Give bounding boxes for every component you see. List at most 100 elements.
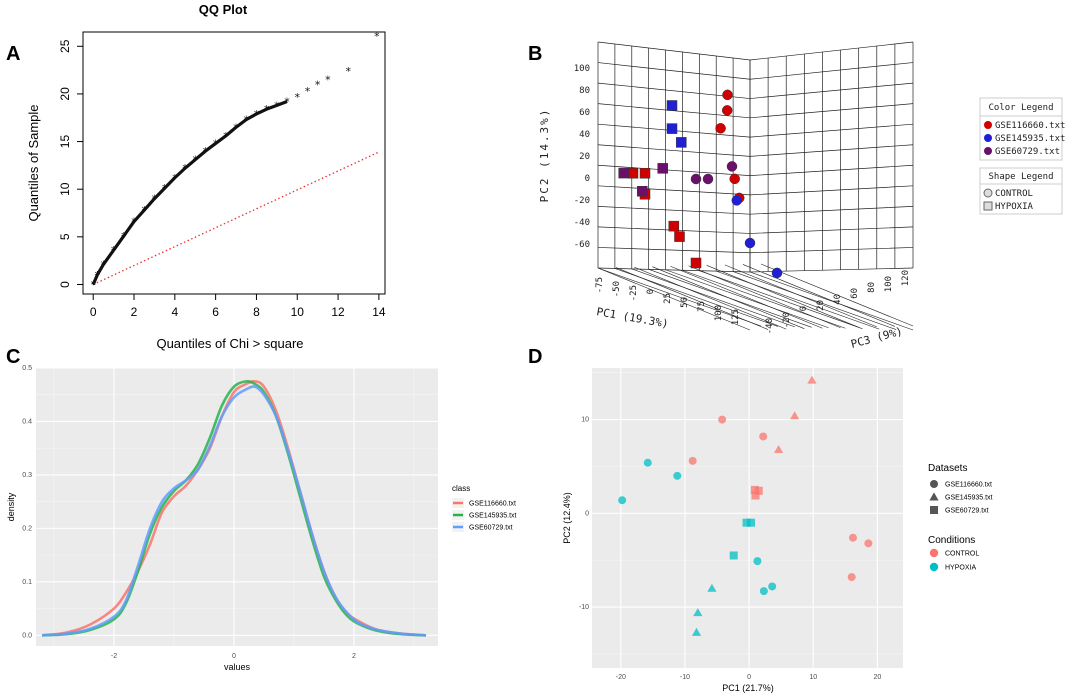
pca3d-y-tick-label: 40 xyxy=(579,130,590,140)
condition-legend-label: HYPOXIA xyxy=(945,565,976,572)
pca3d-point-hypoxia xyxy=(627,168,639,179)
pca3d-x-tick-label: -50 xyxy=(612,281,622,297)
pca3d-z-tick-label: -40 xyxy=(765,318,775,334)
pca2d-x-tick-label: 20 xyxy=(873,674,881,681)
pca2d-point xyxy=(753,557,762,566)
density-x-tick-label: -2 xyxy=(111,653,117,660)
pca2d-x-tick-label: 10 xyxy=(809,674,817,681)
pca3d-grid-line xyxy=(749,271,914,331)
pca3d-x-tick-label: 125 xyxy=(731,309,741,325)
qq-sample-point: * xyxy=(152,193,158,206)
pca3d-grid-line xyxy=(597,41,914,61)
dataset-legend-label: GSE116660.txt xyxy=(945,482,992,489)
qq-x-tick-label: 8 xyxy=(253,305,260,319)
qq-sample-point: * xyxy=(192,154,198,167)
density-y-tick-label: 0.0 xyxy=(22,632,32,639)
density-y-tick-label: 0.1 xyxy=(22,579,32,586)
qq-x-tick-label: 0 xyxy=(90,305,97,319)
panel-label-c: C xyxy=(6,346,20,368)
shape-legend-title: Shape Legend xyxy=(988,172,1053,182)
color-legend-swatch xyxy=(984,147,992,155)
qq-y-tick-label: 10 xyxy=(58,182,72,196)
pca2d-point xyxy=(759,587,768,596)
pca3d-grid-line xyxy=(615,267,769,330)
pca3d-grid-line xyxy=(597,82,914,99)
pca3d-point-control xyxy=(690,173,702,185)
pca3d-x-tick-label: -25 xyxy=(629,285,639,301)
pca2d-point xyxy=(688,456,697,465)
pca2d-point xyxy=(707,583,717,592)
density-panel: -2 0 2 0.0 0.1 0.2 0.3 0.4 0.5 values density cl… xyxy=(6,365,517,672)
pca3d-grid-line xyxy=(597,226,914,234)
pca3d-grid-line xyxy=(597,267,762,327)
shape-legend-box xyxy=(979,167,1063,215)
pca2d-point xyxy=(754,486,763,495)
pca3d-grid-line xyxy=(733,271,897,330)
density-legend-label: GSE60729.txt xyxy=(469,525,513,532)
pca3d-y-tick-label: 60 xyxy=(579,108,590,118)
pca2d-point xyxy=(751,491,760,500)
qq-y-axis-label: Quantiles of Sample xyxy=(26,104,41,221)
color-legend-box xyxy=(979,97,1063,161)
pca3d-point-hypoxia xyxy=(666,123,678,134)
qq-sample-point: * xyxy=(223,130,229,143)
pca3d-grid-line xyxy=(665,269,829,329)
pca3d-z-tick-label: 120 xyxy=(901,270,911,286)
pca2d-point xyxy=(768,582,777,591)
pca3d-point-control xyxy=(729,173,740,185)
color-legend-title: Color Legend xyxy=(988,103,1053,113)
pca3d-point-control xyxy=(731,195,743,206)
density-y-axis-label: density xyxy=(6,492,16,521)
density-y-tick-label: 0.5 xyxy=(22,365,32,372)
pca3d-grid-line xyxy=(760,263,914,327)
pca2d-point xyxy=(847,573,856,582)
pca3d-x-tick-label: 0 xyxy=(646,289,656,294)
pca3d-grid-line xyxy=(634,266,787,330)
pca2d-point xyxy=(747,518,756,527)
dataset-legend-label: GSE145935.txt xyxy=(945,495,993,502)
pca3d-z-tick-label: 60 xyxy=(850,288,860,299)
pca3d-point-hypoxia xyxy=(657,163,668,174)
dataset-legend-label: GSE60729.txt xyxy=(945,508,989,515)
qq-sample-point: * xyxy=(254,108,260,121)
density-series-line xyxy=(41,379,427,637)
pca2d-x-tick-label: -10 xyxy=(680,674,690,681)
pca3d-grid-line xyxy=(597,247,914,254)
pca3d-point-hypoxia xyxy=(618,167,629,179)
density-legend-label: GSE116660.txt xyxy=(469,501,516,508)
qq-x-tick-label: 12 xyxy=(331,305,345,319)
qq-y-tick-label: 25 xyxy=(58,39,72,53)
pca3d-grid-line xyxy=(597,144,914,157)
qq-sample-point: * xyxy=(274,99,280,112)
pca2d-plot-background xyxy=(592,368,903,668)
density-plot-background xyxy=(36,368,438,646)
pca3d-point-hypoxia xyxy=(666,100,678,111)
qq-sample-point: * xyxy=(95,269,101,282)
qq-sample-point: * xyxy=(111,244,117,257)
pca3d-point-control xyxy=(721,105,733,116)
conditions-legend-title: Conditions xyxy=(928,535,975,546)
pca3d-point-hypoxia xyxy=(674,231,685,242)
pca3d-grid-line xyxy=(699,270,863,329)
dataset-legend-key xyxy=(929,492,939,501)
pca3d-grid-line xyxy=(742,264,896,327)
pca3d-y-tick-label: 80 xyxy=(579,86,590,96)
pca2d-point xyxy=(759,432,768,441)
qq-x-axis-label: Quantiles of Chi > square xyxy=(156,336,303,351)
pca2d-point xyxy=(848,533,857,542)
density-x-tick-label: 2 xyxy=(352,653,356,660)
qq-x-tick-label: 2 xyxy=(131,305,138,319)
pca3d-grid-line xyxy=(597,123,914,138)
pca3d-y-tick-label: 20 xyxy=(579,152,590,162)
qq-sample-point: * xyxy=(121,230,127,243)
pca3d-point-hypoxia xyxy=(639,168,651,179)
pca2d-x-tick-label: -20 xyxy=(616,674,626,681)
density-x-axis-label: values xyxy=(224,662,251,672)
qq-sample-point: * xyxy=(243,114,249,127)
pca2d-point xyxy=(807,375,817,384)
pca3d-z-tick-label: 20 xyxy=(816,300,826,311)
qq-x-tick-label: 6 xyxy=(212,305,219,319)
qq-y-tick-label: 20 xyxy=(58,87,72,101)
